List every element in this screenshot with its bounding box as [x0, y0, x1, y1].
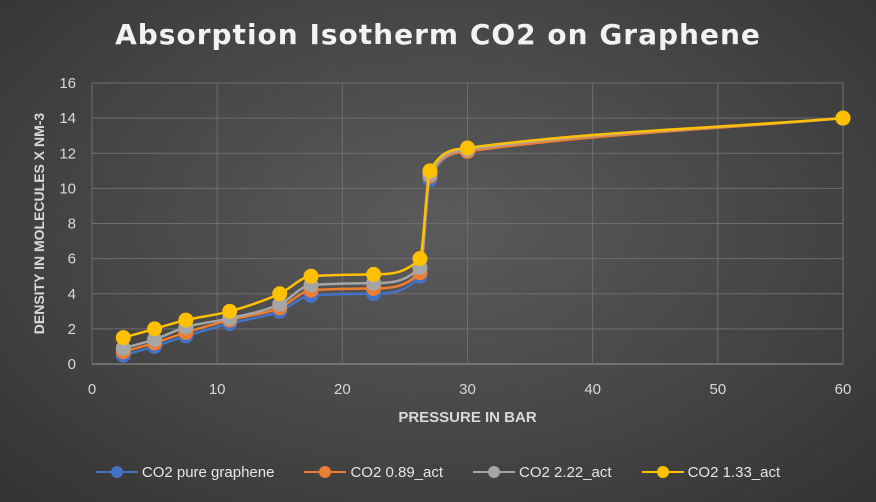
data-point-3 [178, 312, 194, 328]
legend-swatch [641, 465, 684, 479]
y-tick-label: 8 [68, 216, 76, 233]
x-tick-label: 0 [88, 381, 96, 398]
y-tick-label: 14 [59, 110, 76, 127]
legend-swatch [304, 465, 347, 479]
x-tick-label: 40 [584, 381, 601, 398]
legend-label: CO2 pure graphene [141, 463, 275, 481]
y-tick-label: 6 [68, 251, 76, 268]
legend-item: CO2 1.33_act [641, 463, 781, 481]
legend-item: CO2 pure graphene [95, 463, 275, 481]
chart-title: Absorption Isotherm CO2 on Graphene [115, 18, 761, 51]
x-tick-label: 50 [709, 381, 726, 398]
y-tick-label: 0 [68, 356, 76, 373]
x-axis-title: PRESSURE IN BAR [398, 409, 537, 426]
x-tick-label: 20 [334, 381, 351, 398]
y-tick-label: 2 [68, 321, 76, 338]
legend-label: CO2 2.22_act [519, 463, 612, 481]
data-point-3 [460, 140, 475, 156]
data-point-3 [303, 268, 319, 284]
data-point-3 [412, 251, 428, 267]
legend-item: CO2 0.89_act [304, 464, 443, 481]
data-point-3 [366, 266, 382, 282]
y-tick-label: 16 [59, 75, 76, 92]
x-tick-label: 10 [209, 381, 226, 398]
legend-label: CO2 1.33_act [687, 463, 781, 481]
legend-swatch [95, 465, 138, 479]
chart-legend: CO2 pure graphene CO2 0.89_act CO2 2.22_ac… [0, 460, 876, 484]
y-tick-label: 4 [68, 286, 76, 303]
legend-label: CO2 0.89_act [350, 463, 444, 481]
data-point-3 [835, 110, 851, 126]
legend-item: CO2 2.22_act [473, 464, 612, 481]
x-tick-label: 30 [459, 381, 476, 398]
data-point-3 [422, 163, 438, 179]
data-point-3 [115, 330, 131, 346]
data-point-3 [272, 286, 288, 302]
data-point-3 [222, 303, 238, 319]
y-axis-title: DENSITY IN MOLECULES X NM-3 [31, 113, 47, 335]
data-point-3 [147, 321, 163, 337]
x-tick-label: 60 [835, 381, 852, 398]
y-tick-label: 12 [59, 145, 76, 162]
legend-swatch [473, 465, 516, 479]
y-tick-label: 10 [59, 180, 76, 197]
